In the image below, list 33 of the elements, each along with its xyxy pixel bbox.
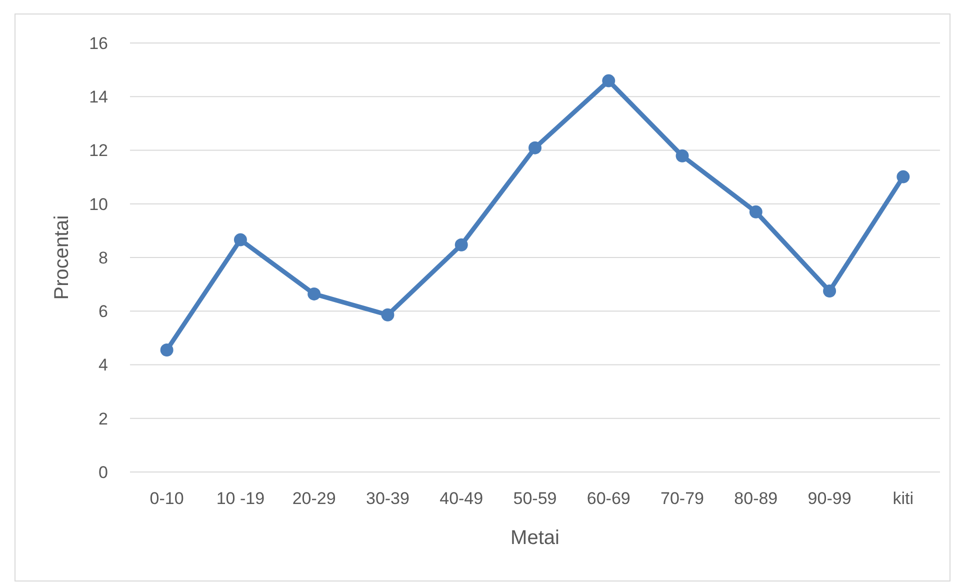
x-tick-label: kiti (892, 489, 914, 508)
x-tick-label: 20-29 (292, 489, 336, 508)
y-tick-label: 10 (89, 194, 108, 214)
point (676, 149, 689, 162)
x-tick-label: 70-79 (660, 489, 704, 508)
point (454, 238, 468, 252)
x-tick-label: 80-89 (734, 489, 778, 508)
x-tick-label: 90-99 (808, 489, 852, 508)
point (749, 205, 762, 218)
point (823, 284, 836, 298)
x-tick-label: 60-69 (586, 489, 630, 508)
x-tick-label: 40-49 (440, 489, 484, 508)
x-tick-label: 10 -19 (216, 489, 265, 508)
point (234, 233, 247, 246)
y-tick-label: 14 (89, 88, 108, 107)
y-tick-label: 12 (89, 141, 108, 160)
y-tick-label: 6 (98, 302, 108, 322)
y-tick-label: 4 (98, 356, 108, 375)
x-tick-label: 0-10 (150, 489, 184, 508)
y-tick-label: 2 (98, 409, 108, 428)
x-tick-label: 30-39 (366, 489, 410, 508)
y-tick-label: 0 (98, 462, 108, 482)
point (308, 287, 321, 300)
y-axis-title: Procentai (51, 215, 73, 300)
point (381, 308, 394, 322)
x-axis-title: Metai (510, 527, 560, 549)
point (160, 344, 174, 357)
y-tick-label: 16 (89, 34, 108, 53)
point (528, 141, 542, 154)
y-tick-label: 8 (98, 248, 108, 268)
point (896, 170, 910, 184)
point (602, 74, 616, 88)
x-tick-label: 50-59 (513, 489, 557, 508)
